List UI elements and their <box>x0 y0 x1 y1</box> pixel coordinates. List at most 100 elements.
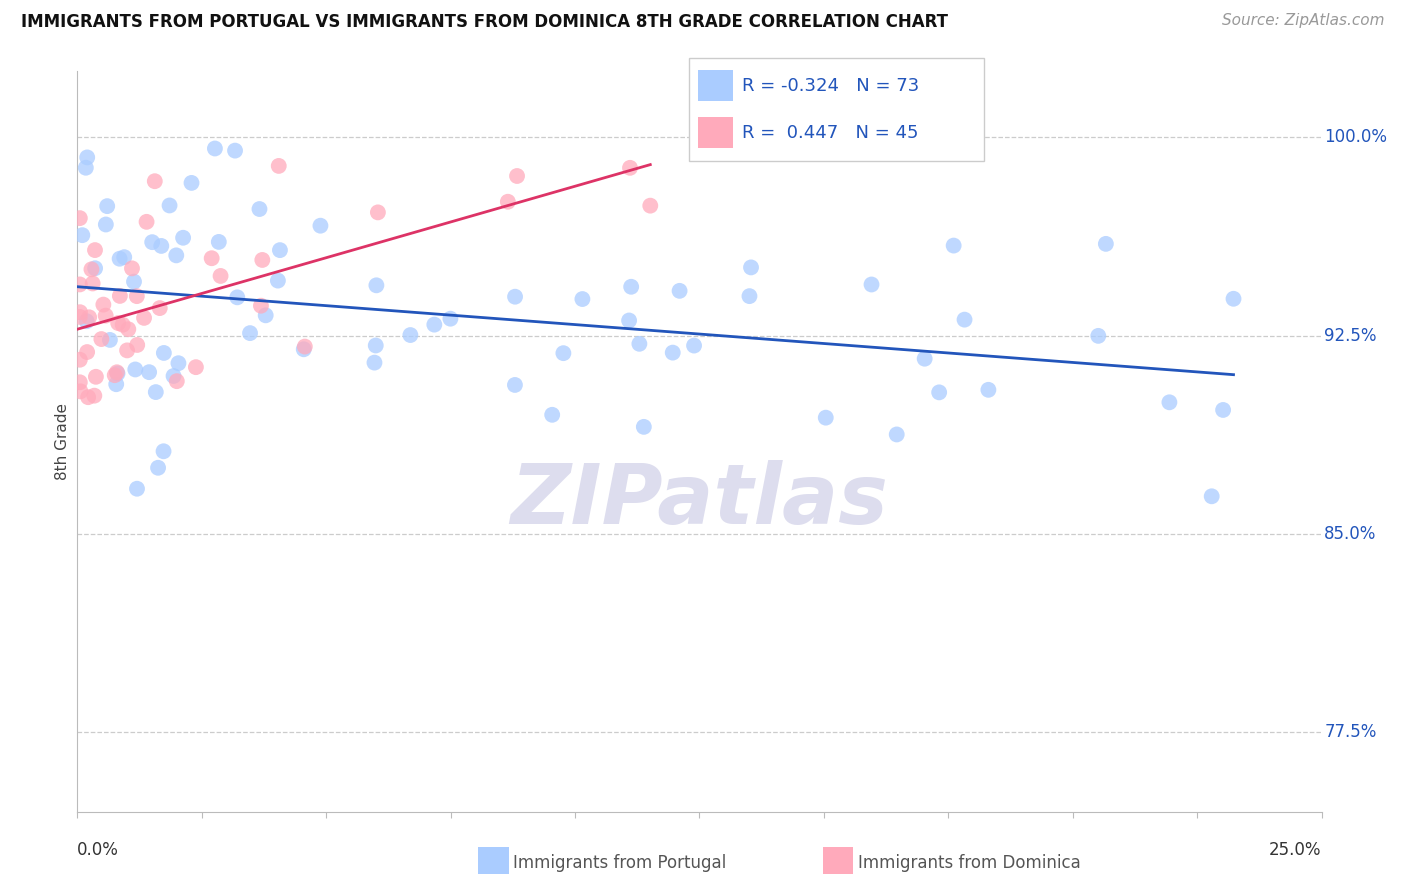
Point <box>364 338 387 352</box>
Point <box>124 362 146 376</box>
Point <box>366 278 388 293</box>
Point <box>363 356 385 370</box>
Point <box>172 231 194 245</box>
Point <box>150 239 173 253</box>
Point <box>69 305 91 319</box>
Text: R =  0.447   N = 45: R = 0.447 N = 45 <box>742 124 918 142</box>
Point <box>942 238 965 252</box>
Point <box>153 346 176 360</box>
Point <box>69 376 91 390</box>
Point <box>72 228 94 243</box>
Point <box>107 367 129 381</box>
Point <box>201 251 224 265</box>
Point <box>152 444 174 458</box>
Point <box>94 218 117 232</box>
Text: 0.0%: 0.0% <box>77 841 120 859</box>
Point <box>108 252 131 266</box>
Text: ZIPatlas: ZIPatlas <box>510 460 889 541</box>
Point <box>104 368 127 383</box>
Text: 92.5%: 92.5% <box>1324 326 1376 345</box>
Point <box>814 410 837 425</box>
Point <box>141 235 163 249</box>
Point <box>84 261 107 276</box>
Point <box>309 219 332 233</box>
Point <box>125 482 148 496</box>
Point <box>149 301 172 315</box>
Point <box>145 385 167 400</box>
Point <box>269 243 291 257</box>
Text: R = -0.324   N = 73: R = -0.324 N = 73 <box>742 77 920 95</box>
Point <box>254 309 277 323</box>
Point <box>740 260 762 275</box>
Point <box>121 261 143 276</box>
Point <box>77 310 100 325</box>
Text: 25.0%: 25.0% <box>1270 841 1322 859</box>
Point <box>541 408 564 422</box>
Point <box>105 377 128 392</box>
Point <box>82 277 104 291</box>
Point <box>209 268 232 283</box>
Point <box>125 289 148 303</box>
Point <box>367 205 389 219</box>
Point <box>162 369 184 384</box>
Point <box>1212 403 1234 417</box>
Point <box>928 385 950 400</box>
Point <box>105 365 128 379</box>
Point <box>107 316 129 330</box>
Point <box>860 277 883 292</box>
Point <box>208 235 231 249</box>
Point <box>399 328 422 343</box>
Point <box>180 176 202 190</box>
Point <box>165 248 187 262</box>
Point <box>738 289 761 303</box>
Point <box>98 333 121 347</box>
Point <box>506 169 529 183</box>
Point <box>1159 395 1181 409</box>
Point <box>90 332 112 346</box>
Point <box>886 427 908 442</box>
Point <box>167 356 190 370</box>
Text: Source: ZipAtlas.com: Source: ZipAtlas.com <box>1222 13 1385 29</box>
Text: 85.0%: 85.0% <box>1324 525 1376 543</box>
Text: Immigrants from Dominica: Immigrants from Dominica <box>858 854 1080 871</box>
Point <box>619 161 641 175</box>
Text: 77.5%: 77.5% <box>1324 723 1376 741</box>
Point <box>159 198 181 212</box>
Text: IMMIGRANTS FROM PORTUGAL VS IMMIGRANTS FROM DOMINICA 8TH GRADE CORRELATION CHART: IMMIGRANTS FROM PORTUGAL VS IMMIGRANTS F… <box>21 13 948 31</box>
Point <box>977 383 1000 397</box>
Point <box>953 312 976 326</box>
Bar <box>697 70 734 101</box>
Point <box>127 338 149 352</box>
Point <box>69 277 91 292</box>
Y-axis label: 8th Grade: 8th Grade <box>55 403 70 480</box>
Point <box>115 343 138 358</box>
Point <box>439 311 461 326</box>
Point <box>683 338 706 352</box>
Point <box>76 150 98 164</box>
Point <box>1087 329 1109 343</box>
Point <box>640 199 662 213</box>
Point <box>1095 236 1118 251</box>
Point <box>204 141 226 155</box>
Text: 100.0%: 100.0% <box>1324 128 1388 146</box>
Point <box>69 310 91 324</box>
Point <box>80 262 103 277</box>
Point <box>83 389 105 403</box>
Point <box>668 284 690 298</box>
Point <box>77 390 100 404</box>
Point <box>661 345 683 359</box>
Point <box>69 384 91 399</box>
Point <box>252 252 274 267</box>
Point <box>117 322 139 336</box>
Point <box>914 351 936 366</box>
FancyBboxPatch shape <box>689 58 984 161</box>
Point <box>292 343 315 357</box>
Point <box>84 243 107 257</box>
Point <box>96 199 118 213</box>
Point <box>224 144 246 158</box>
Bar <box>697 118 734 148</box>
Point <box>571 292 593 306</box>
Point <box>108 289 131 303</box>
Point <box>1222 292 1244 306</box>
Point <box>503 378 526 392</box>
